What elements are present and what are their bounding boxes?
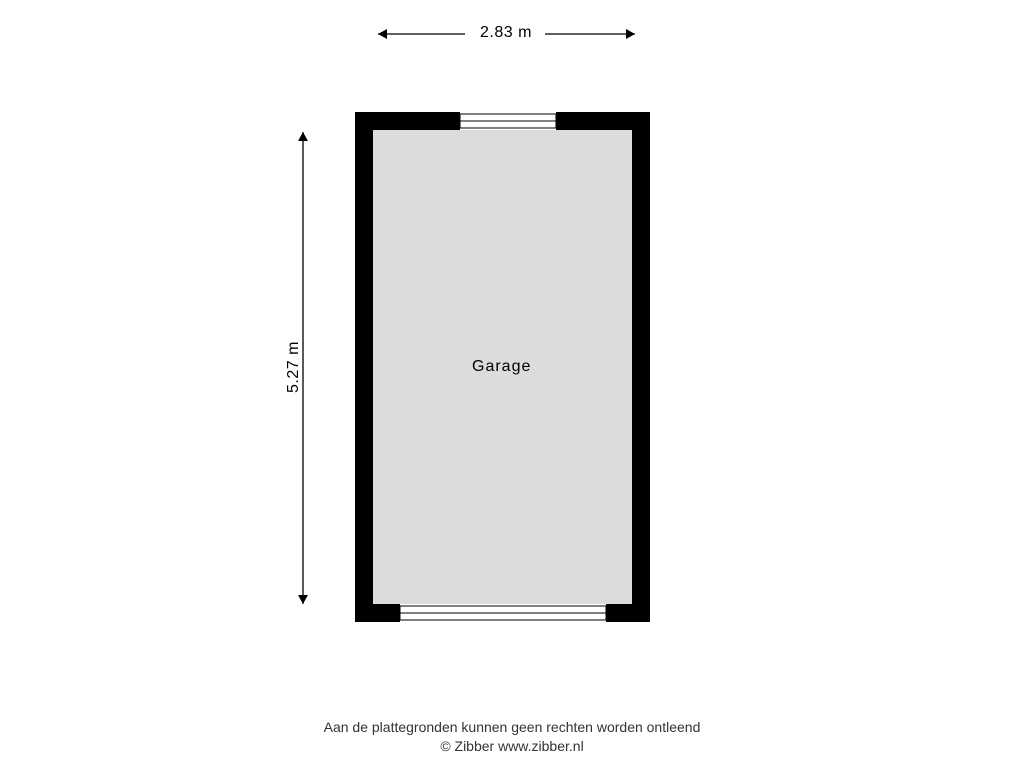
dimension-height-label: 5.27 m [285, 341, 303, 393]
footer-disclaimer: Aan de plattegronden kunnen geen rechten… [0, 718, 1024, 756]
dimension-width-label: 2.83 m [480, 24, 532, 42]
floorplan-canvas: 2.83 m 5.27 m Garage Aan de plattegronde… [0, 0, 1024, 768]
floorplan-svg [0, 0, 1024, 768]
footer-line2: © Zibber www.zibber.nl [440, 738, 583, 754]
footer-line1: Aan de plattegronden kunnen geen rechten… [324, 719, 701, 735]
room-label-garage: Garage [472, 358, 531, 376]
